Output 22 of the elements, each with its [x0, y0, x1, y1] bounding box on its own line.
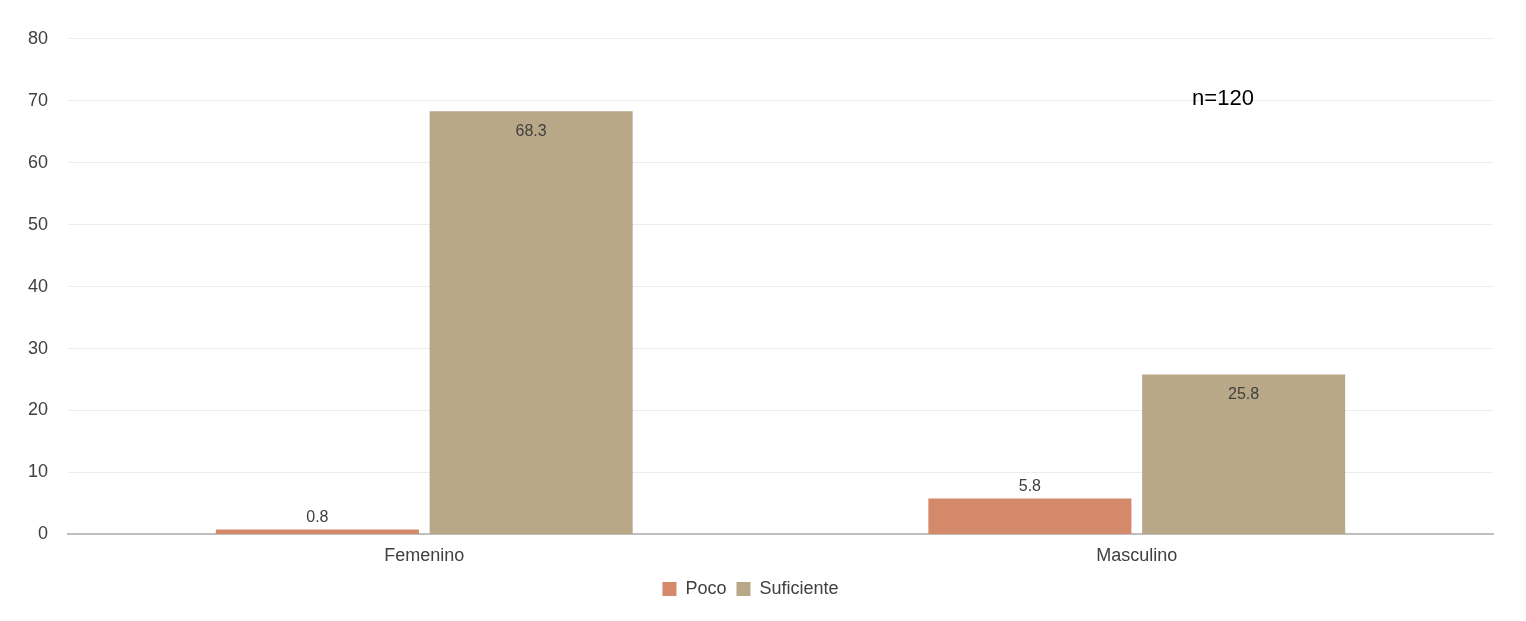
y-tick-label: 0 — [38, 523, 49, 544]
x-tick-label: Masculino — [1096, 545, 1178, 566]
data-label: 0.8 — [306, 507, 329, 525]
bar — [928, 498, 1132, 534]
bar — [429, 111, 633, 534]
y-tick-label: 70 — [27, 89, 49, 110]
y-tick-label: 80 — [27, 27, 49, 48]
y-tick-label: 40 — [27, 275, 49, 296]
y-tick-label: 50 — [27, 213, 49, 234]
data-label: 25.8 — [1228, 384, 1260, 402]
y-tick-label: 30 — [27, 337, 49, 358]
y-tick-label: 10 — [27, 461, 49, 482]
bar — [1142, 374, 1346, 534]
bar — [215, 529, 419, 534]
data-label: 5.8 — [1018, 476, 1042, 494]
annotation: n=120 — [1192, 84, 1254, 110]
data-label: 68.3 — [515, 121, 547, 139]
legend-label: Poco — [685, 577, 727, 598]
y-tick-label: 60 — [27, 151, 49, 172]
legend-label: Suficiente — [759, 577, 839, 598]
x-tick-label: Femenino — [384, 545, 465, 566]
y-tick-label: 20 — [27, 399, 49, 420]
